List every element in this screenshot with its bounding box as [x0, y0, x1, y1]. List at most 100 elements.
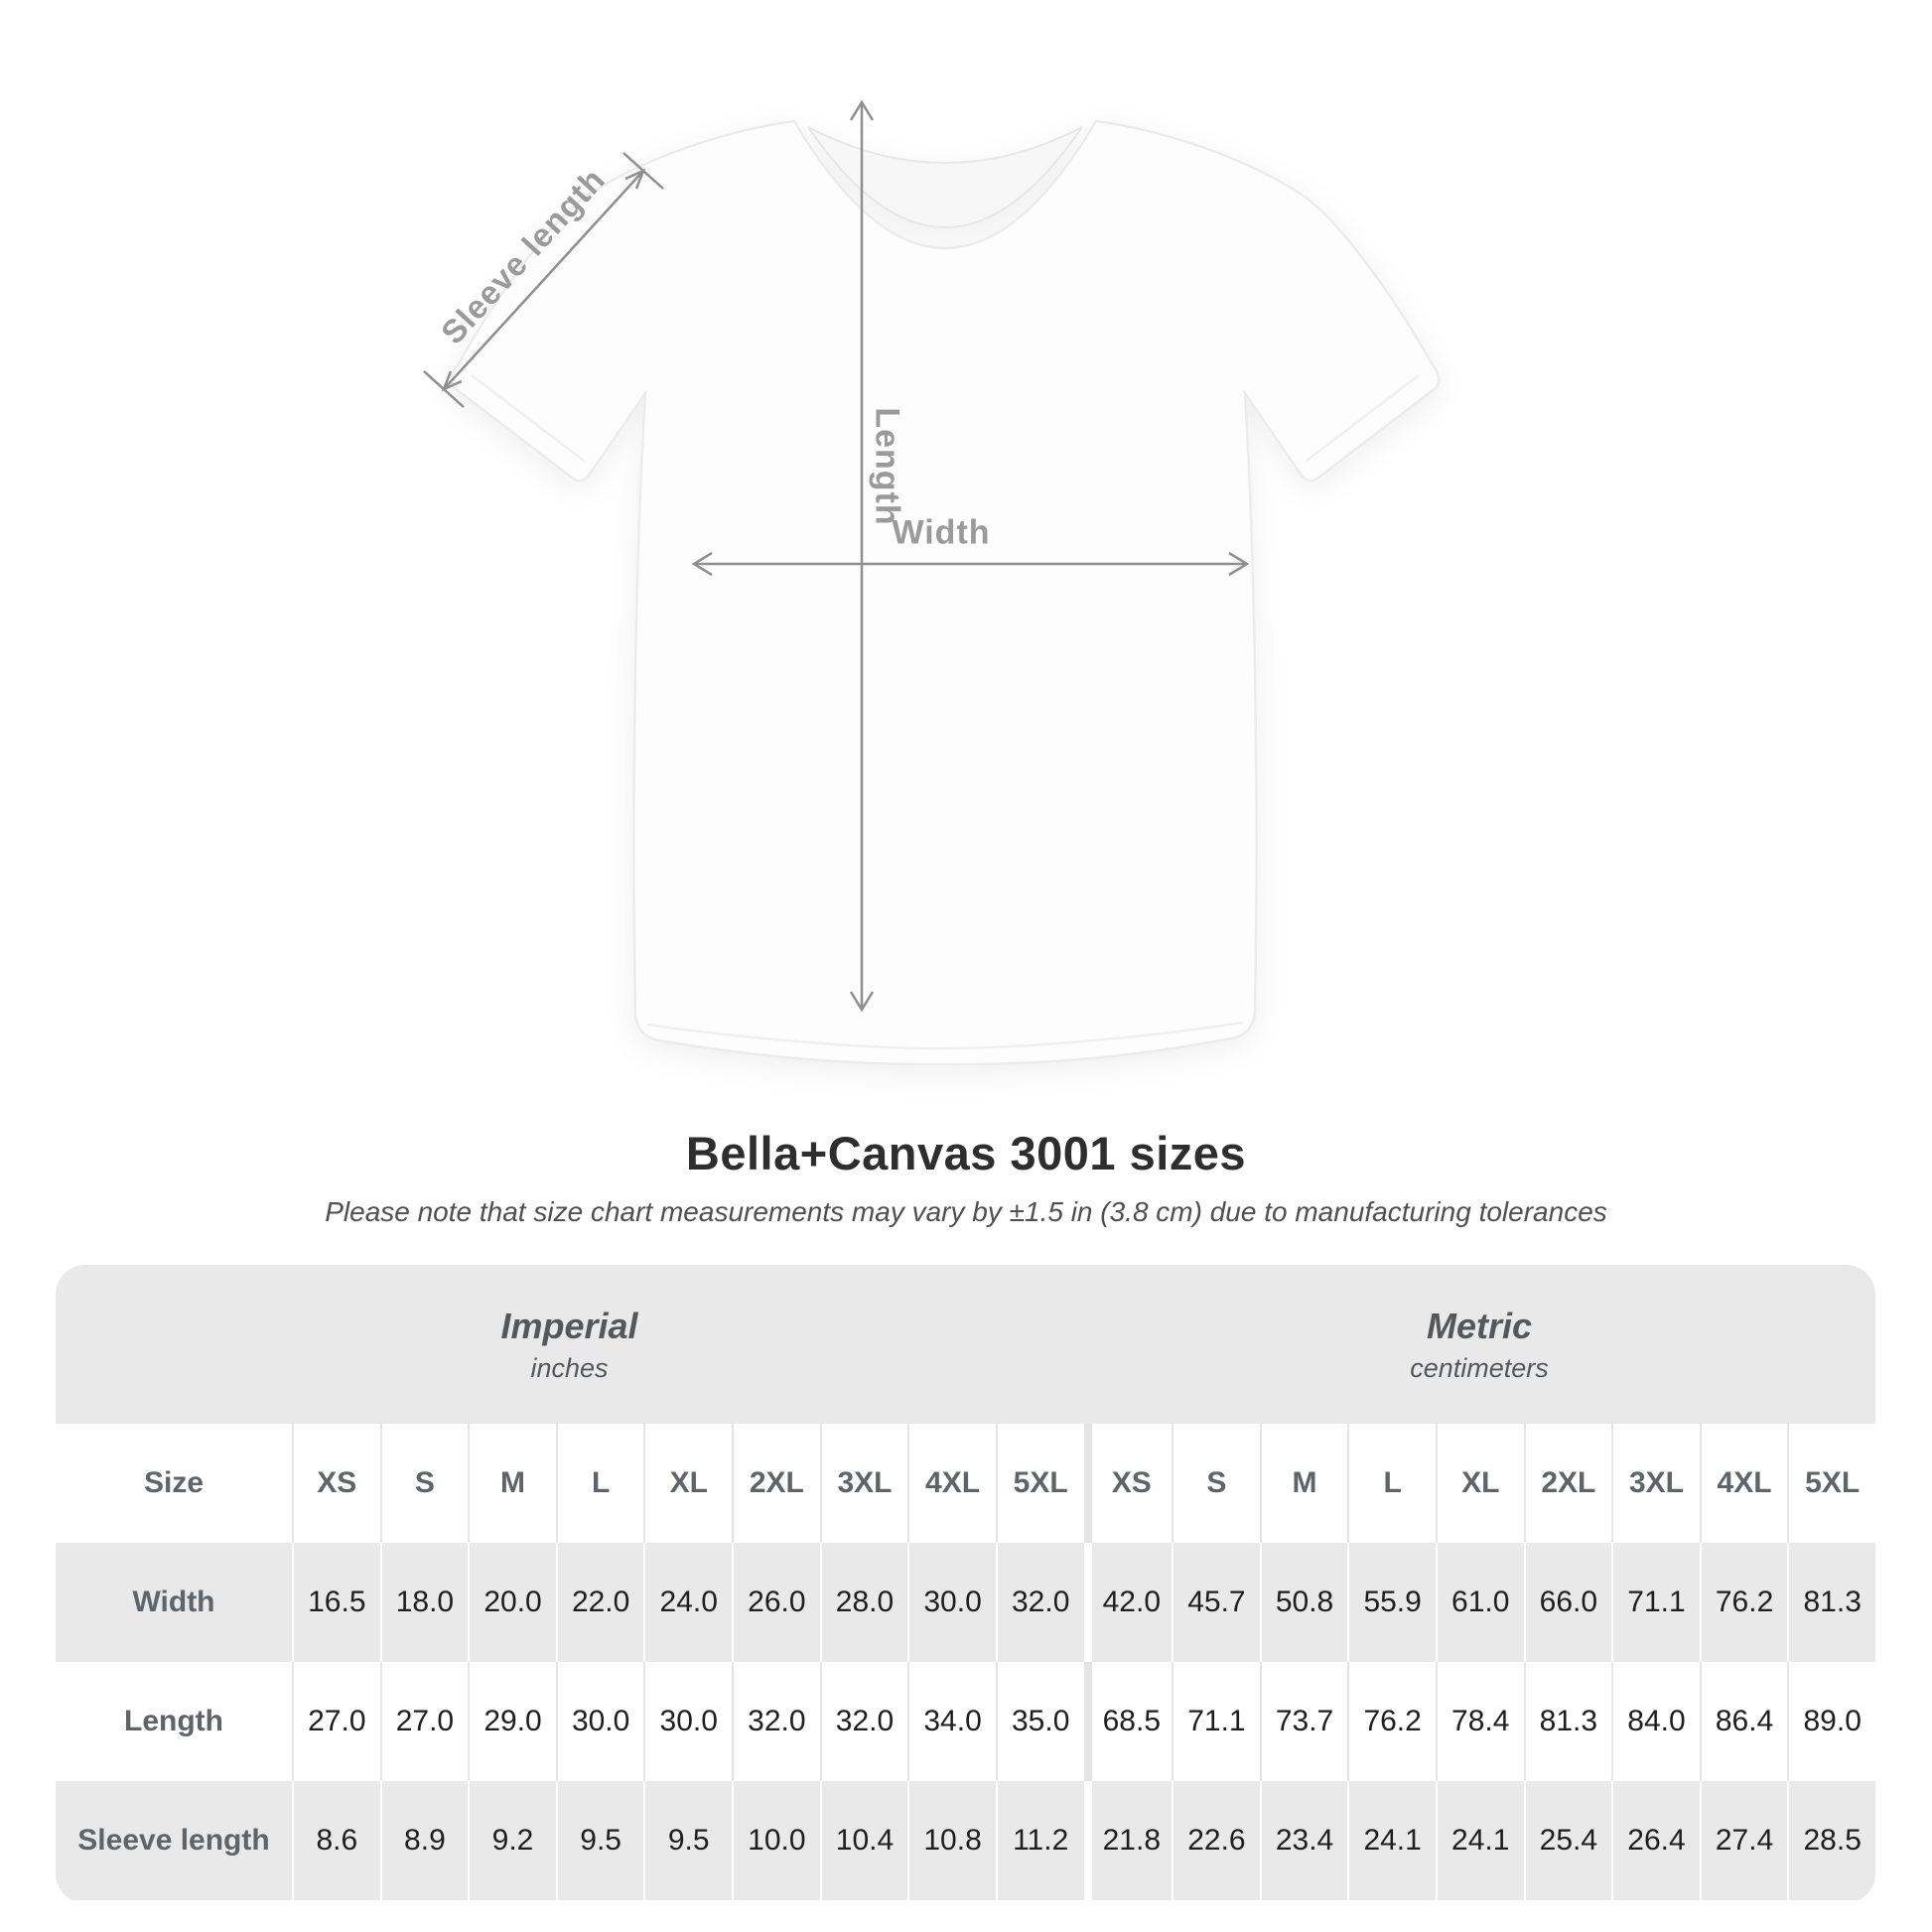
size-column-header: M — [1259, 1424, 1348, 1543]
table-row: Length 27.0 27.0 29.0 30.0 30.0 32.0 32.0 34.0 35… — [56, 1662, 1875, 1781]
table-cell: 76.2 — [1699, 1543, 1788, 1662]
tshirt-body — [450, 119, 1441, 1066]
size-column-header: 5XL — [1787, 1424, 1875, 1543]
table-cell: 81.3 — [1787, 1543, 1875, 1662]
size-column-header: XS — [292, 1424, 380, 1543]
table-cell: 8.6 — [292, 1781, 380, 1900]
table-cell: 55.9 — [1347, 1543, 1436, 1662]
table-cell: 30.0 — [643, 1662, 732, 1781]
size-column-header: XS — [1083, 1424, 1173, 1543]
table-row: Width 16.5 18.0 20.0 22.0 24.0 26.0 28.0 30.0 32.… — [56, 1543, 1875, 1662]
table-cell: 86.4 — [1699, 1662, 1788, 1781]
table-cell: 20.0 — [468, 1543, 556, 1662]
metric-section-header: Metric centimeters — [1083, 1265, 1875, 1424]
table-cell: 26.4 — [1611, 1781, 1700, 1900]
table-cell: 61.0 — [1435, 1543, 1524, 1662]
tolerance-note: Please note that size chart measurements… — [325, 1196, 1607, 1227]
tshirt-shape — [450, 119, 1441, 1066]
table-cell: 18.0 — [379, 1543, 469, 1662]
table-cell: 27.0 — [379, 1662, 469, 1781]
table-cell: 50.8 — [1259, 1543, 1348, 1662]
table-cell: 8.9 — [379, 1781, 469, 1900]
table-cell: 16.5 — [292, 1543, 380, 1662]
row-label: Width — [132, 1586, 215, 1618]
page-title: Bella+Canvas 3001 sizes — [685, 1127, 1247, 1179]
width-label: Width — [892, 513, 991, 552]
length-arrow — [849, 99, 875, 1013]
size-column-header: S — [1172, 1424, 1260, 1543]
table-cell: 35.0 — [995, 1662, 1084, 1781]
table-cell: 71.1 — [1611, 1543, 1700, 1662]
size-column-header: XL — [643, 1424, 732, 1543]
table-cell: 25.4 — [1523, 1781, 1612, 1900]
table-cell: 66.0 — [1523, 1543, 1612, 1662]
table-cell: 32.0 — [995, 1543, 1084, 1662]
table-cell: 9.5 — [643, 1781, 732, 1900]
size-column-header: 2XL — [1523, 1424, 1612, 1543]
size-column-header: M — [468, 1424, 556, 1543]
unit-header-band: Imperial inches Metric centimeters — [56, 1265, 1875, 1424]
table-cell: 32.0 — [732, 1662, 820, 1781]
table-cell: 24.0 — [643, 1543, 732, 1662]
size-column-title: Size — [143, 1466, 205, 1499]
table-cell: 89.0 — [1787, 1662, 1875, 1781]
size-column-header: S — [379, 1424, 469, 1543]
size-column-header: 4XL — [1699, 1424, 1788, 1543]
right-cuff-seam — [1306, 374, 1420, 462]
width-arrow — [691, 551, 1250, 577]
row-label: Length — [124, 1705, 223, 1737]
size-column-header: 5XL — [995, 1424, 1084, 1543]
table-cell: 29.0 — [468, 1662, 556, 1781]
table-cell: 24.1 — [1435, 1781, 1524, 1900]
size-column-header: 3XL — [1611, 1424, 1700, 1543]
size-column-header: XL — [1435, 1424, 1524, 1543]
table-cell: 21.8 — [1083, 1781, 1173, 1900]
table-cell: 78.4 — [1435, 1662, 1524, 1781]
table-cell: 24.1 — [1347, 1781, 1436, 1900]
table-cell: 11.2 — [995, 1781, 1084, 1900]
hem-seam — [646, 1021, 1244, 1050]
size-column-header: 2XL — [732, 1424, 820, 1543]
measurement-annotations — [423, 99, 1250, 1013]
imperial-section-header: Imperial inches — [56, 1265, 1083, 1424]
size-table: Imperial inches Metric centimeters Size X… — [56, 1265, 1875, 1903]
table-cell: 84.0 — [1611, 1662, 1700, 1781]
table-cell: 10.4 — [819, 1781, 908, 1900]
table-cell: 34.0 — [907, 1662, 996, 1781]
size-column-header: 3XL — [819, 1424, 908, 1543]
imperial-unit-label: inches — [530, 1352, 609, 1383]
table-cell: 68.5 — [1083, 1662, 1173, 1781]
sleeve-length-arrow — [423, 152, 664, 408]
table-cell: 73.7 — [1259, 1662, 1348, 1781]
imperial-label: Imperial — [500, 1305, 638, 1346]
table-rows: Width 16.5 18.0 20.0 22.0 24.0 26.0 28.0 30.0 32.… — [56, 1543, 1875, 1900]
left-cuff-seam — [471, 374, 585, 462]
size-column-header: 4XL — [907, 1424, 996, 1543]
tshirt-neck-opening — [807, 126, 1083, 228]
table-cell: 10.8 — [907, 1781, 996, 1900]
row-label: Sleeve length — [77, 1824, 270, 1857]
table-cell: 27.4 — [1699, 1781, 1788, 1900]
table-cell: 22.0 — [555, 1543, 644, 1662]
metric-label: Metric — [1426, 1305, 1533, 1346]
tshirt-illustration — [423, 99, 1441, 1066]
metric-unit-label: centimeters — [1410, 1352, 1549, 1383]
table-cell: 30.0 — [907, 1543, 996, 1662]
length-label: Length — [868, 407, 906, 526]
table-cell: 71.1 — [1172, 1662, 1260, 1781]
table-cell: 23.4 — [1259, 1781, 1348, 1900]
table-cell: 32.0 — [819, 1662, 908, 1781]
table-cell: 30.0 — [555, 1662, 644, 1781]
table-cell: 42.0 — [1083, 1543, 1173, 1662]
table-cell: 28.0 — [819, 1543, 908, 1662]
table-cell: 81.3 — [1523, 1662, 1612, 1781]
size-column-header: L — [1347, 1424, 1436, 1543]
table-cell: 45.7 — [1172, 1543, 1260, 1662]
table-cell: 10.0 — [732, 1781, 820, 1900]
size-header-row: Size XS S M L XL 2XL 3XL 4XL 5XL XS S M L XL 2XL 3XL 4XL 5… — [56, 1424, 1875, 1543]
size-column-header: L — [555, 1424, 644, 1543]
table-cell: 26.0 — [732, 1543, 820, 1662]
tshirt-measurement-diagram: Sleeve length Length Width — [423, 99, 1441, 1066]
table-row: Sleeve length 8.6 8.9 9.2 9.5 9.5 10.0 10.4 10.8… — [56, 1781, 1875, 1900]
table-cell: 9.5 — [555, 1781, 644, 1900]
